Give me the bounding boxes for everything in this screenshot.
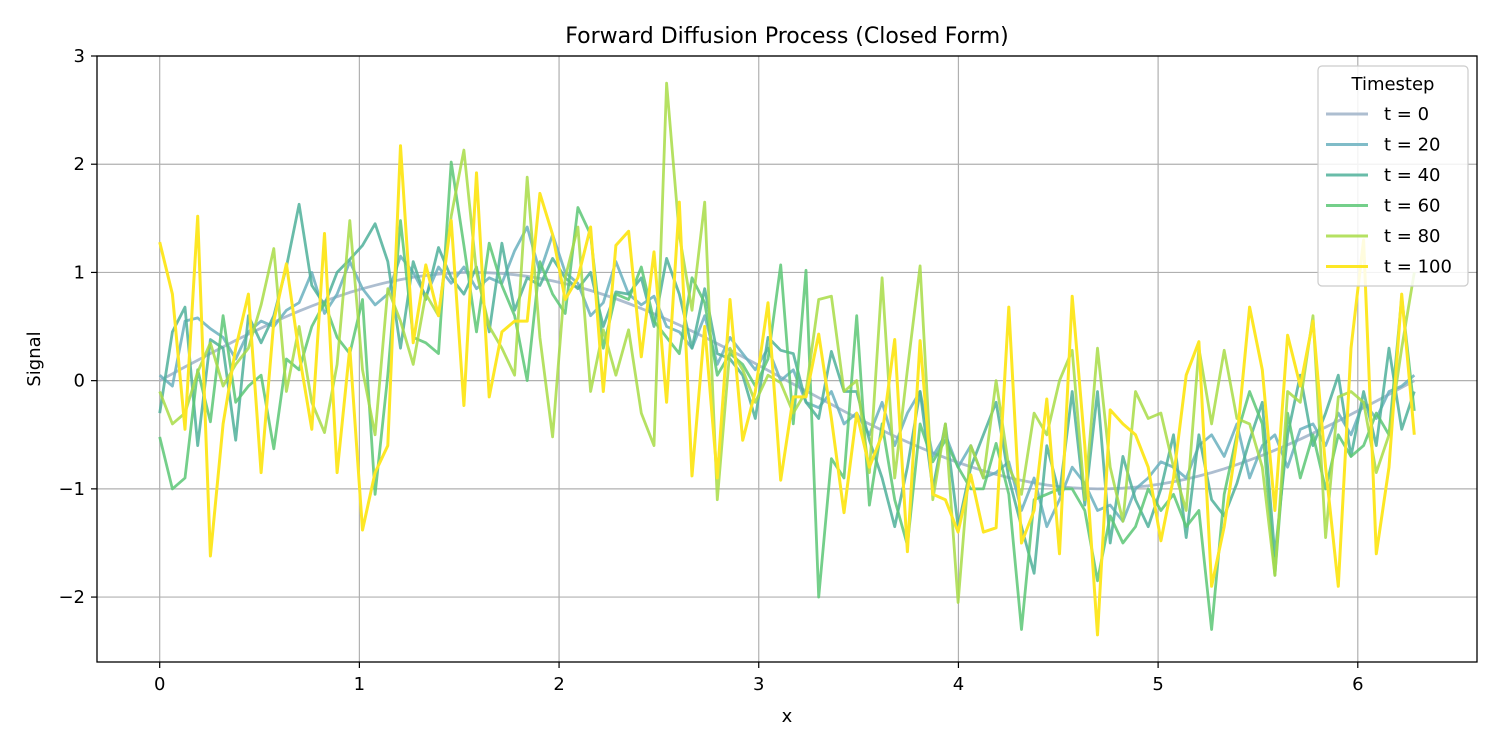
y-tick-label: −1: [58, 479, 85, 500]
y-tick-label: 1: [74, 262, 85, 283]
y-tick-label: 0: [74, 371, 85, 392]
y-tick-label: −2: [58, 587, 85, 608]
series-group: [158, 81, 1416, 637]
legend: Timestep t = 0 t = 20 t = 40 t = 60 t = 80 t =…: [1317, 65, 1469, 287]
legend-label: t = 40: [1384, 165, 1441, 186]
x-tick-label: 6: [1352, 674, 1363, 695]
legend-label: t = 20: [1384, 135, 1441, 156]
y-tick-label: 3: [74, 46, 85, 67]
plot-frame: [96, 55, 1478, 663]
y-tick-label: 2: [74, 154, 85, 175]
series-line-5: [158, 144, 1416, 637]
legend-box: [1317, 65, 1469, 287]
legend-label: t = 0: [1384, 104, 1429, 125]
chart-title: Forward Diffusion Process (Closed Form): [565, 24, 1009, 49]
x-tick-label: 2: [553, 674, 564, 695]
legend-title: Timestep: [1351, 74, 1435, 95]
legend-label: t = 100: [1384, 257, 1452, 278]
x-tick-label: 0: [154, 674, 165, 695]
ticks: 0 1 2 3 4 5 6 −2 −1 0 1 2 3: [58, 46, 1363, 695]
x-tick-label: 1: [354, 674, 365, 695]
series-line-4: [158, 81, 1416, 604]
x-axis-label: x: [782, 706, 793, 727]
y-axis-label: Signal: [24, 331, 45, 386]
x-tick-label: 4: [953, 674, 964, 695]
legend-label: t = 80: [1384, 226, 1441, 247]
x-tick-label: 5: [1152, 674, 1163, 695]
x-tick-label: 3: [753, 674, 764, 695]
legend-label: t = 60: [1384, 196, 1441, 217]
